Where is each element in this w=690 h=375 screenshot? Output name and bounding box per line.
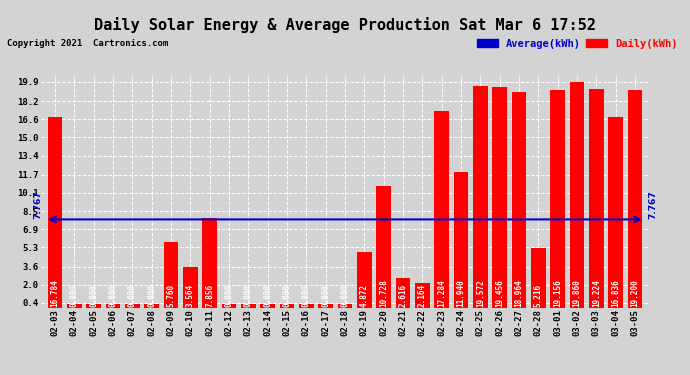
Text: 10.728: 10.728 — [380, 279, 388, 307]
Bar — [202, 218, 217, 308]
Bar — [125, 304, 139, 307]
Bar — [260, 304, 275, 307]
Bar — [609, 117, 623, 308]
Bar — [279, 304, 294, 307]
Text: 16.836: 16.836 — [611, 279, 620, 307]
Text: 0.000: 0.000 — [147, 284, 156, 307]
Text: 19.456: 19.456 — [495, 279, 504, 307]
Text: 0.000: 0.000 — [244, 284, 253, 307]
Text: 0.000: 0.000 — [340, 284, 350, 307]
Text: 0.000: 0.000 — [224, 284, 233, 307]
Bar — [415, 283, 430, 308]
Text: 2.164: 2.164 — [418, 284, 427, 307]
Bar — [493, 87, 507, 308]
Bar — [241, 304, 255, 307]
Text: 19.156: 19.156 — [553, 279, 562, 307]
Text: 5.216: 5.216 — [534, 284, 543, 307]
Text: 0.000: 0.000 — [89, 284, 98, 307]
Bar — [435, 111, 449, 308]
Text: 3.564: 3.564 — [186, 284, 195, 307]
Bar — [628, 90, 642, 308]
Text: 19.572: 19.572 — [476, 279, 485, 307]
Text: 4.872: 4.872 — [360, 284, 369, 307]
Bar — [473, 86, 488, 308]
Text: 7.767: 7.767 — [33, 190, 42, 219]
Bar — [221, 304, 236, 307]
Text: 5.760: 5.760 — [166, 284, 175, 307]
Text: 0.000: 0.000 — [108, 284, 117, 307]
Bar — [570, 82, 584, 308]
Text: 0.000: 0.000 — [302, 284, 310, 307]
Text: 19.224: 19.224 — [592, 279, 601, 307]
Text: 7.856: 7.856 — [205, 284, 214, 307]
Legend: Average(kWh), Daily(kWh): Average(kWh), Daily(kWh) — [477, 39, 678, 49]
Text: 0.000: 0.000 — [282, 284, 291, 307]
Text: 0.000: 0.000 — [70, 284, 79, 307]
Bar — [357, 252, 372, 308]
Bar — [183, 267, 197, 308]
Bar — [454, 172, 469, 308]
Bar — [589, 90, 604, 308]
Bar — [396, 278, 411, 308]
Text: 0.000: 0.000 — [321, 284, 330, 307]
Text: 2.616: 2.616 — [399, 284, 408, 307]
Bar — [67, 304, 81, 307]
Bar — [164, 242, 178, 308]
Bar — [86, 304, 101, 307]
Bar — [512, 92, 526, 308]
Bar — [318, 304, 333, 307]
Text: 19.200: 19.200 — [631, 279, 640, 307]
Text: Daily Solar Energy & Average Production Sat Mar 6 17:52: Daily Solar Energy & Average Production … — [94, 17, 596, 33]
Bar — [144, 304, 159, 307]
Bar — [48, 117, 62, 308]
Bar — [106, 304, 120, 307]
Text: Copyright 2021  Cartronics.com: Copyright 2021 Cartronics.com — [7, 39, 168, 48]
Bar — [299, 304, 313, 307]
Bar — [551, 90, 565, 308]
Text: 0.000: 0.000 — [263, 284, 272, 307]
Text: 16.784: 16.784 — [50, 279, 59, 307]
Text: 7.767: 7.767 — [648, 190, 657, 219]
Bar — [531, 248, 546, 308]
Text: 18.964: 18.964 — [515, 279, 524, 307]
Text: 0.000: 0.000 — [128, 284, 137, 307]
Text: 11.940: 11.940 — [457, 279, 466, 307]
Text: 17.284: 17.284 — [437, 279, 446, 307]
Text: 19.860: 19.860 — [573, 279, 582, 307]
Bar — [337, 304, 353, 307]
Bar — [377, 186, 391, 308]
